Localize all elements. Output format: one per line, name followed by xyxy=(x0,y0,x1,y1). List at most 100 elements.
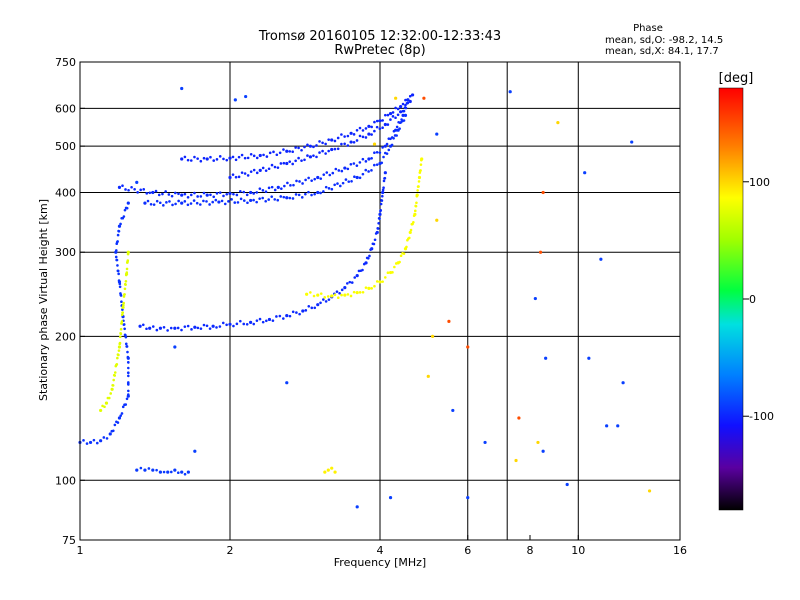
data-point xyxy=(208,327,212,330)
data-point xyxy=(116,356,119,360)
data-point xyxy=(243,156,247,160)
data-point xyxy=(193,191,196,195)
data-point xyxy=(235,322,239,326)
data-point xyxy=(375,151,379,154)
data-point xyxy=(173,191,177,195)
data-point xyxy=(330,147,334,152)
data-point xyxy=(364,160,368,163)
data-point xyxy=(307,190,310,194)
data-point xyxy=(199,195,203,198)
data-point xyxy=(126,201,130,205)
data-point xyxy=(338,184,342,188)
data-point xyxy=(300,196,304,199)
data-point xyxy=(587,356,591,360)
stats-heading: Phase xyxy=(633,23,663,34)
data-point xyxy=(343,135,346,138)
data-point xyxy=(124,342,128,346)
chart-subtitle: RwPretec (8p) xyxy=(334,43,425,58)
data-point xyxy=(120,322,123,325)
data-point xyxy=(101,404,104,408)
data-point xyxy=(237,155,241,159)
x-tick-label: 4 xyxy=(377,544,384,557)
data-point xyxy=(127,188,130,192)
data-point xyxy=(364,136,368,139)
data-point xyxy=(122,295,126,298)
stats-line-x: mean, sd,X: 84.1, 17.7 xyxy=(605,46,719,57)
data-point xyxy=(130,185,133,189)
data-point xyxy=(383,276,387,279)
data-point xyxy=(396,113,400,117)
data-point xyxy=(212,159,216,162)
data-point xyxy=(358,291,362,294)
data-point xyxy=(419,169,422,172)
data-point xyxy=(417,180,421,183)
data-point xyxy=(289,184,292,187)
data-point xyxy=(261,320,265,324)
data-point xyxy=(180,201,184,205)
data-point xyxy=(466,345,470,349)
data-point xyxy=(288,160,292,163)
data-point xyxy=(280,187,283,190)
colorbar-unit-label: [deg] xyxy=(719,71,754,86)
data-point xyxy=(383,176,387,180)
data-point xyxy=(322,298,325,301)
data-point xyxy=(373,151,376,155)
data-point xyxy=(158,326,163,330)
data-point xyxy=(117,416,122,420)
grid-lines xyxy=(80,62,680,540)
data-point xyxy=(239,319,242,323)
data-point xyxy=(355,274,359,278)
data-point xyxy=(381,194,384,198)
data-point xyxy=(368,254,371,258)
data-point xyxy=(196,195,199,198)
data-point xyxy=(435,132,439,136)
data-point xyxy=(116,240,119,243)
data-point xyxy=(243,172,247,175)
data-point xyxy=(407,236,411,240)
data-point xyxy=(352,290,356,294)
data-point xyxy=(99,439,103,443)
data-point xyxy=(364,127,368,130)
data-point xyxy=(126,250,130,254)
data-point xyxy=(282,161,286,165)
data-point xyxy=(388,111,393,116)
data-point xyxy=(265,319,268,323)
data-point xyxy=(373,120,376,124)
x-tick-label: 1 xyxy=(77,544,84,557)
data-point xyxy=(301,182,304,185)
data-point xyxy=(330,187,334,191)
data-point xyxy=(375,280,379,283)
data-point xyxy=(364,261,368,265)
data-point xyxy=(209,155,212,159)
data-point xyxy=(158,470,163,474)
data-point xyxy=(316,175,320,180)
data-point xyxy=(169,326,173,330)
data-point xyxy=(168,200,171,203)
data-point xyxy=(117,230,121,233)
data-point xyxy=(418,171,422,174)
data-point xyxy=(103,405,106,409)
data-point xyxy=(378,151,382,154)
colorbar xyxy=(718,87,744,511)
data-point xyxy=(249,170,253,173)
data-point xyxy=(307,304,311,308)
data-point xyxy=(117,272,120,276)
data-point xyxy=(111,384,115,387)
data-point xyxy=(228,156,232,160)
data-point xyxy=(382,155,385,159)
data-point xyxy=(310,193,313,197)
data-point xyxy=(125,206,129,210)
data-point xyxy=(380,199,384,202)
data-point xyxy=(126,366,130,370)
data-point xyxy=(346,144,350,147)
data-point xyxy=(218,191,222,194)
data-point xyxy=(228,322,232,326)
data-point xyxy=(240,153,244,157)
data-point xyxy=(383,144,387,148)
data-point xyxy=(349,294,353,298)
data-point xyxy=(415,201,418,205)
data-point xyxy=(388,495,393,500)
data-point xyxy=(139,466,143,470)
data-point xyxy=(211,200,215,204)
